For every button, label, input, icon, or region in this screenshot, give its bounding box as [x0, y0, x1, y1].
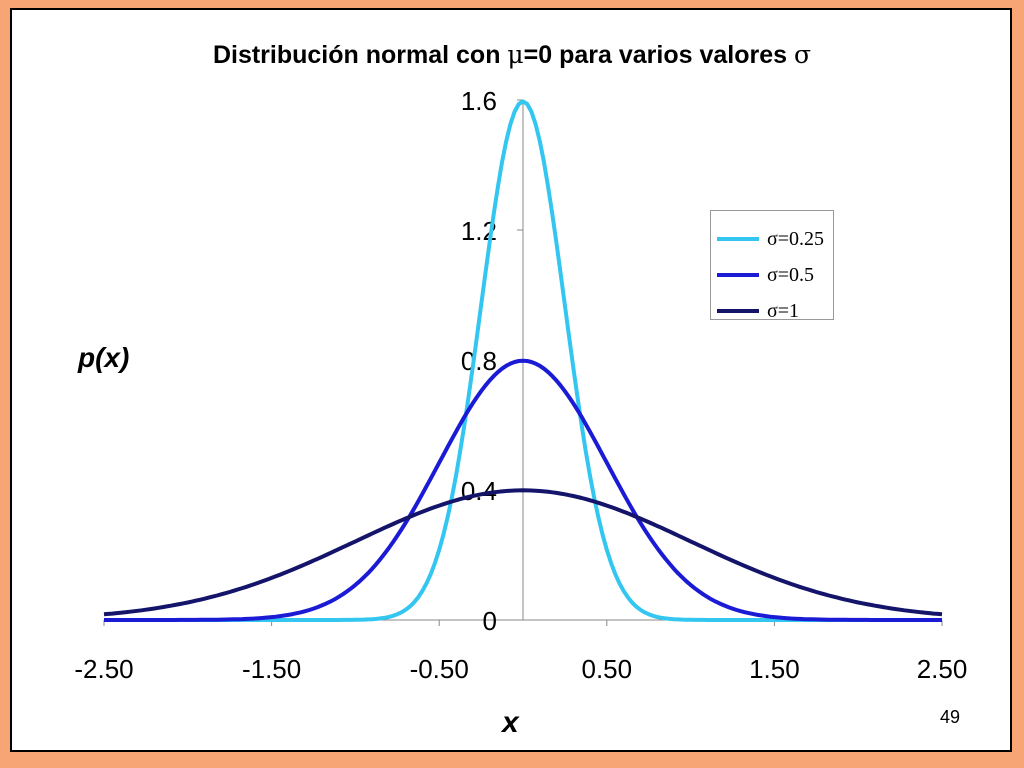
slide: Distribución normal con μ=0 para varios …	[10, 8, 1012, 752]
y-tick-label: 0	[483, 606, 497, 636]
legend-swatch	[717, 273, 759, 277]
x-tick-label: 1.50	[749, 654, 800, 684]
title-text: Distribución normal con	[212, 41, 508, 69]
x-tick-label: 2.50	[917, 654, 968, 684]
x-tick-label: -1.50	[242, 654, 301, 684]
legend-item: σ=0.25	[711, 221, 833, 257]
x-tick-label: 0.50	[581, 654, 632, 684]
series-line	[103, 488, 943, 617]
legend-item: σ=1	[711, 293, 833, 329]
page-number: 49	[940, 707, 961, 727]
x-tick-label: -0.50	[410, 654, 469, 684]
legend-label: σ=0.25	[767, 227, 825, 250]
legend: σ=0.25 σ=0.5 σ=1	[710, 210, 834, 322]
x-axis-label: x	[502, 706, 519, 739]
title-middle: =0 para varios valores	[523, 41, 794, 69]
chart-title: Distribución normal con μ=0 para varios …	[12, 40, 1012, 70]
y-tick-label: 0.8	[461, 346, 497, 376]
y-axis-label: p(x)	[78, 342, 130, 373]
x-tick-label: -2.50	[74, 654, 133, 684]
y-tick-label: 1.6	[461, 86, 497, 116]
legend-label: σ=0.5	[767, 263, 815, 286]
legend-swatch	[717, 309, 759, 313]
title-sigma-symbol: σ	[793, 40, 812, 69]
legend-item: σ=0.5	[711, 257, 833, 293]
legend-label: σ=1	[767, 299, 800, 322]
legend-swatch	[717, 237, 759, 241]
title-mu-symbol: μ	[507, 40, 524, 69]
series-line	[104, 358, 942, 622]
